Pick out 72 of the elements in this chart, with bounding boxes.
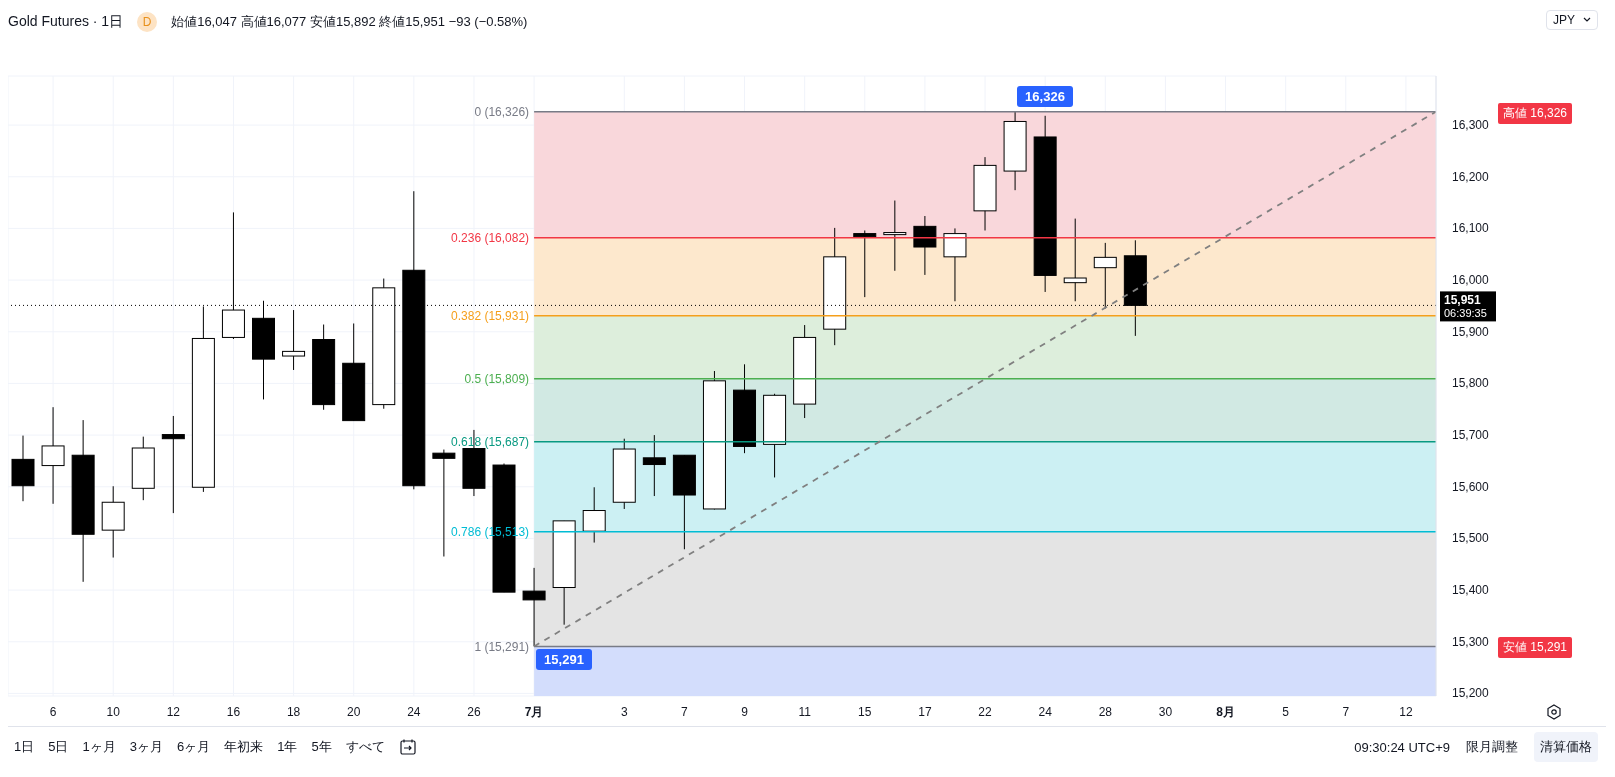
candlestick [161,415,185,514]
x-tick-label: 15 [858,705,872,719]
x-tick-label: 16 [226,705,241,719]
candlestick [943,227,967,302]
x-tick-label: 6 [49,705,57,719]
x-tick-label: 5 [1282,705,1290,719]
text: 5日 [48,738,69,756]
candlestick [883,200,907,272]
y-tick-label: 16,100 [1452,221,1490,236]
text: JPY [1545,10,1598,30]
candlestick [582,486,606,544]
x-tick-label: 10 [106,705,121,719]
chart-subtitle: 始値16,047 高値16,077 安値15,892 終値15,951 −93 (−0.58%) [171,13,528,31]
x-tick-label: 9 [741,705,749,719]
x-tick-label: 8月 [1216,705,1235,719]
x-tick-label: 22 [978,705,993,719]
chart-title: Gold Futures · 1日 [8,13,124,31]
candlestick [41,406,65,505]
text: 3ヶ月 [129,738,163,756]
y-tick-label: 16,300 [1452,118,1490,133]
text: 06:39:35 [1444,307,1487,320]
y-tick-label: 15,800 [1452,376,1490,391]
x-tick-label: 12 [166,705,181,719]
badge-icon: D [137,12,158,32]
x-tick-label: 18 [286,705,301,719]
text: 5年 [311,738,332,756]
x-tick-label: 24 [407,705,421,719]
x-tick-label: 3 [620,705,628,719]
x-tick-label: 30 [1158,705,1173,719]
ref-line-label: 0.5 (15,809) [464,372,530,387]
text: 1年 [277,738,298,756]
y-tick-label: 15,400 [1452,583,1490,598]
text: 限月調整 [1466,738,1518,756]
y-tick-label: 16,000 [1452,273,1490,288]
x-tick-label: 24 [1038,705,1053,719]
x-tick-label: 7 [1342,705,1350,719]
y-tick-label: 15,500 [1452,531,1490,546]
text: 1ヶ月 [82,738,116,756]
y-tick-label: 15,900 [1452,324,1490,339]
text: 年初来 [224,738,264,756]
x-tick-label: 28 [1098,705,1113,719]
x-tick-label: 11 [798,705,812,719]
text: 高値 16,326 [1498,102,1573,124]
text: 1日 [14,738,35,756]
y-tick-label: 15,700 [1452,428,1490,443]
candlestick [913,215,937,276]
x-tick-label: 7 [681,705,689,719]
ref-line-label: 0 (16,326) [474,104,530,119]
y-tick-label: 15,300 [1452,634,1490,649]
candlestick [642,434,666,497]
annotation: 15,291 [536,649,592,671]
x-tick-label: 12 [1399,705,1413,719]
y-tick-label: 16,200 [1452,169,1490,184]
text: 安値 15,291 [1498,637,1573,659]
candlestick [1063,218,1087,302]
x-tick-label: 17 [918,705,932,719]
text: 6ヶ月 [176,738,211,756]
text: 清算価格 [1534,732,1598,762]
candlestick [853,229,877,298]
y-tick-label: 15,200 [1452,686,1490,701]
candlestick [282,309,306,371]
x-tick-label: 26 [467,705,481,719]
ref-line-label: 0.236 (16,082) [451,230,530,245]
ref-line-label: 1 (15,291) [474,639,530,654]
x-tick-label: 20 [347,705,361,719]
text: 09:30:24 UTC+9 [1354,739,1450,755]
text: すべて [345,738,385,756]
ref-line-label: 0.382 (15,931) [451,308,530,323]
ref-line-label: 15,951 [1444,293,1482,308]
x-tick-label: 7月 [524,705,544,719]
annotation: 16,326 [1017,85,1073,107]
y-tick-label: 15,600 [1452,479,1490,494]
